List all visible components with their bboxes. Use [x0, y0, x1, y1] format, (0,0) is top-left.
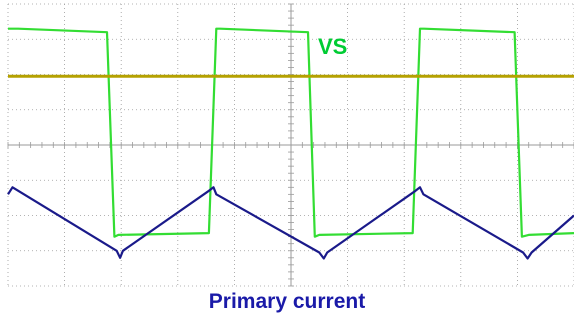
primary-current-waveform	[7, 186, 574, 260]
grid	[7, 3, 574, 287]
vs-waveform	[8, 27, 574, 238]
oscilloscope-plot	[7, 3, 574, 287]
traces	[7, 27, 574, 260]
primary-current-label: Primary current	[208, 290, 366, 313]
vs-label: VS	[318, 34, 348, 59]
